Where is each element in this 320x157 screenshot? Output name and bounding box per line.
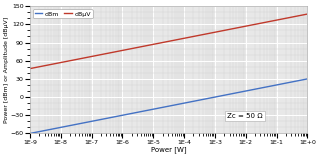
dBμV <box>28 68 32 70</box>
X-axis label: Power [W]: Power [W] <box>151 146 187 153</box>
dBm <box>299 79 303 81</box>
Line: dBμV: dBμV <box>30 14 308 69</box>
dBμV <box>299 14 303 16</box>
Legend: dBm, dBμV: dBm, dBμV <box>33 9 93 18</box>
dBμV <box>162 41 165 43</box>
dBm <box>178 103 182 105</box>
Y-axis label: Power [dBm] or Amplitude [dBμV]: Power [dBm] or Amplitude [dBμV] <box>4 17 9 123</box>
dBm <box>160 107 164 108</box>
dBm <box>28 133 32 134</box>
Text: Zc = 50 Ω: Zc = 50 Ω <box>227 113 262 119</box>
dBμV <box>255 23 259 25</box>
dBm <box>193 100 197 102</box>
dBm <box>162 106 165 108</box>
dBm <box>306 78 309 80</box>
dBμV <box>193 35 197 37</box>
dBμV <box>160 42 164 44</box>
dBm <box>255 88 259 90</box>
dBμV <box>306 13 309 15</box>
dBμV <box>178 38 182 40</box>
Line: dBm: dBm <box>30 79 308 133</box>
